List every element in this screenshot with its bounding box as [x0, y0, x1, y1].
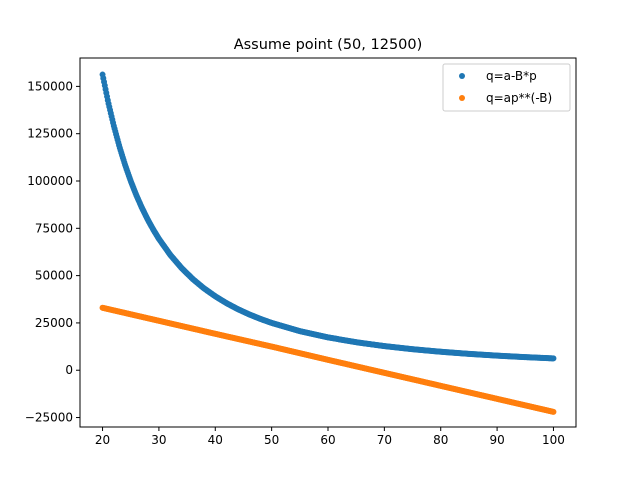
plot-area	[99, 71, 557, 415]
series-2	[99, 304, 557, 415]
y-axis: −25000 0 25000 50000 75000 100000 125000 150000	[25, 79, 80, 425]
series-1	[99, 71, 557, 362]
x-tick-label: 30	[151, 433, 166, 447]
y-tick-label: 100000	[27, 174, 73, 188]
x-tick-label: 70	[377, 433, 392, 447]
x-tick-label: 50	[264, 433, 279, 447]
chart-title: Assume point (50, 12500)	[234, 37, 423, 53]
legend-marker-series-2	[459, 95, 465, 101]
x-tick-label: 100	[542, 433, 565, 447]
y-tick-label: −25000	[25, 411, 73, 425]
legend-box	[442, 63, 571, 112]
x-tick-label: 60	[320, 433, 335, 447]
y-tick-label: 50000	[35, 269, 73, 283]
legend-label-series-1: q=a-B*p	[486, 69, 537, 83]
y-tick-label: 75000	[35, 221, 73, 235]
x-tick-label: 20	[95, 433, 110, 447]
x-tick-label: 90	[489, 433, 504, 447]
legend-marker-series-1	[459, 73, 465, 79]
series-2-point	[550, 408, 557, 415]
axes-frame	[79, 57, 577, 428]
x-axis: 20 30 40 50 60 70 80 90 100	[95, 427, 565, 447]
y-tick-label: 25000	[35, 316, 73, 330]
legend: q=a-B*p q=ap**(-B)	[442, 63, 571, 112]
x-tick-label: 40	[208, 433, 223, 447]
y-tick-label: 0	[65, 363, 73, 377]
legend-label-series-2: q=ap**(-B)	[486, 91, 552, 105]
series-1-point	[550, 355, 557, 362]
y-tick-label: 125000	[27, 127, 73, 141]
x-tick-label: 80	[433, 433, 448, 447]
y-tick-label: 150000	[27, 79, 73, 93]
